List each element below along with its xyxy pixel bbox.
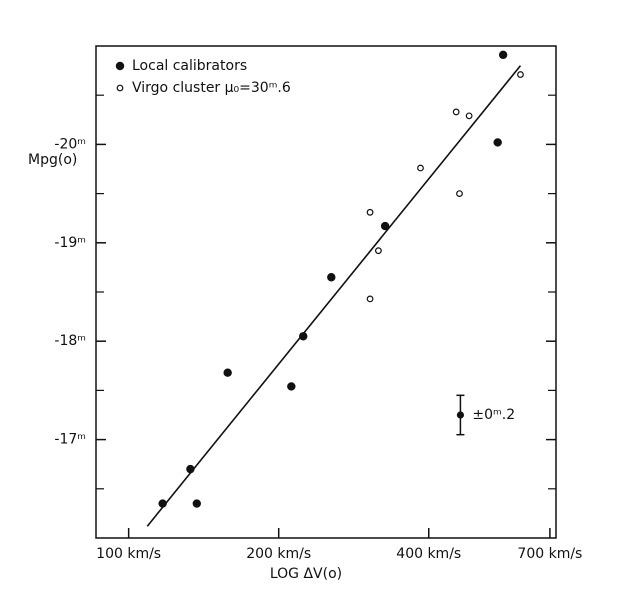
x-tick-label: 400 km/s (396, 546, 461, 562)
legend-label: Virgo cluster μ₀=30ᵐ.6 (132, 80, 291, 96)
filled-point (327, 273, 336, 282)
error-label: ±0ᵐ.2 (472, 407, 515, 423)
y-tick-label: -17ᵐ (54, 432, 86, 448)
open-point (465, 112, 473, 120)
filled-point (299, 332, 308, 341)
y-tick-label: -18ᵐ (54, 333, 86, 349)
filled-point (223, 368, 232, 377)
error-point (456, 411, 465, 419)
y-tick-label: -19ᵐ (54, 235, 86, 251)
filled-point (380, 221, 390, 231)
fit-line (146, 65, 522, 527)
legend-label: Local calibrators (132, 58, 247, 74)
filled-point (192, 499, 202, 508)
open-point (366, 295, 374, 303)
x-tick-label: 100 km/s (96, 546, 161, 562)
open-point (456, 190, 463, 198)
y-tick-label: -20ᵐ (54, 136, 86, 152)
open-point (517, 71, 524, 78)
y-axis-label: Mpg(o) (28, 152, 77, 168)
filled-point (158, 499, 167, 508)
open-point (417, 164, 424, 172)
filled-point (287, 382, 296, 391)
filled-point (186, 464, 195, 474)
filled-point (493, 138, 502, 147)
legend-marker (116, 84, 124, 92)
legend-marker (115, 61, 125, 71)
x-axis-label: LOG ΔV(o) (270, 566, 342, 582)
plot-frame (95, 45, 557, 539)
open-point (452, 108, 460, 116)
open-point (366, 208, 374, 216)
filled-point (498, 50, 508, 60)
open-point (375, 247, 382, 255)
x-tick-label: 700 km/s (517, 546, 582, 562)
x-tick-label: 200 km/s (246, 546, 311, 562)
